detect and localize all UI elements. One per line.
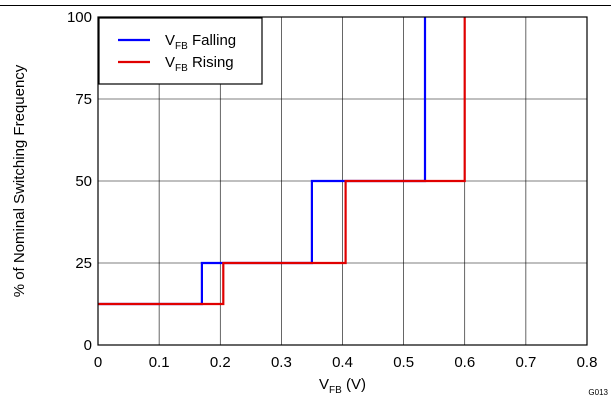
x-axis-label: VFB (V)	[319, 376, 366, 396]
x-tick-label: 0.4	[332, 354, 353, 371]
y-tick-label: 75	[75, 91, 92, 108]
x-tick-label: 0.7	[515, 354, 536, 371]
series-line	[98, 17, 466, 306]
legend-box	[98, 17, 263, 85]
series-lines	[98, 17, 466, 306]
x-tick-label: 0.3	[271, 354, 292, 371]
x-tick-label: 0.1	[149, 354, 170, 371]
x-tick-label: 0.5	[393, 354, 414, 371]
y-tick-label: 0	[84, 337, 92, 354]
y-axis-label: % of Nominal Switching Frequency	[11, 64, 28, 297]
legend-label: VFB Rising	[165, 54, 234, 74]
y-tick-label: 25	[75, 255, 92, 272]
y-tick-labels: 0 25 50 75 100	[67, 9, 92, 354]
x-tick-label: 0.8	[577, 354, 598, 371]
figure-id: G013	[588, 388, 608, 397]
x-tick-label: 0	[94, 354, 102, 371]
x-tick-label: 0.6	[454, 354, 475, 371]
y-tick-label: 100	[67, 9, 92, 26]
plot-frame	[97, 16, 588, 346]
y-tick-label: 50	[75, 173, 92, 190]
x-tick-label: 0.2	[210, 354, 231, 371]
legend-label: VFB Falling	[165, 32, 236, 52]
x-tick-labels: 0 0.1 0.2 0.3 0.4 0.5 0.6 0.7 0.8	[94, 354, 598, 371]
